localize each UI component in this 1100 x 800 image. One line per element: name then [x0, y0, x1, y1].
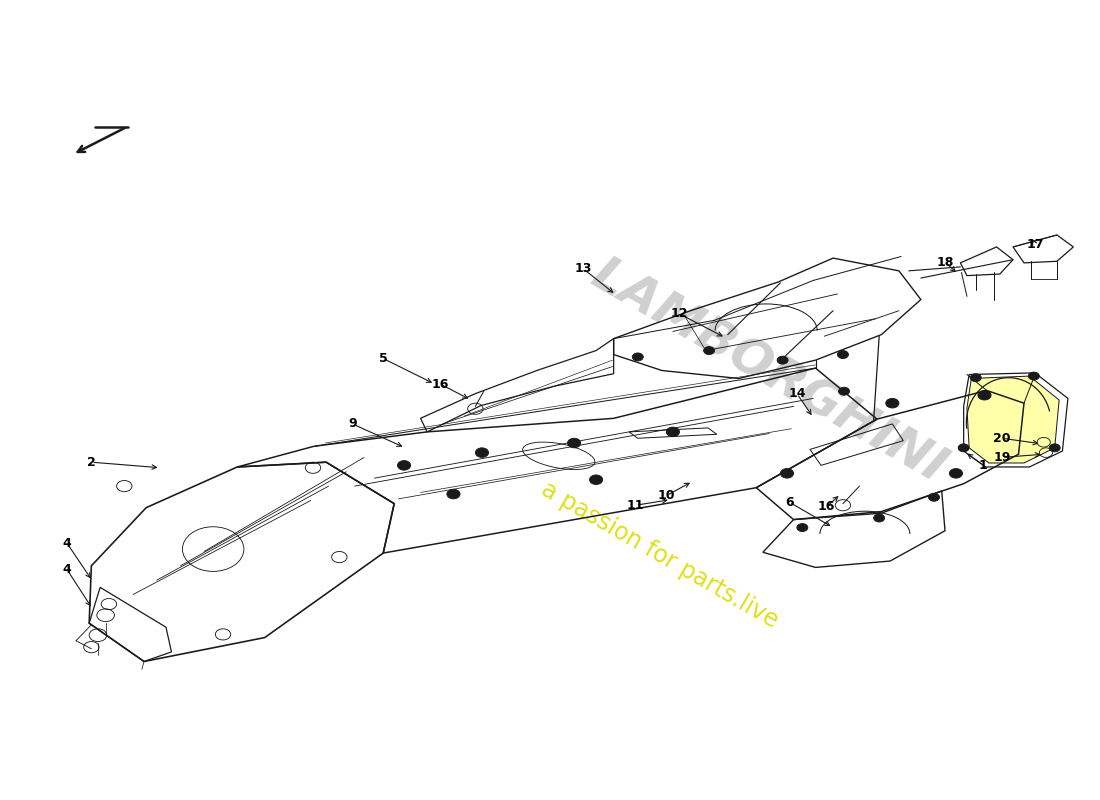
Circle shape: [632, 353, 644, 361]
Circle shape: [1028, 372, 1040, 380]
Polygon shape: [967, 376, 1059, 463]
Text: 16: 16: [817, 500, 835, 514]
Text: 6: 6: [785, 495, 793, 509]
Text: 14: 14: [788, 387, 805, 400]
Text: 9: 9: [349, 418, 356, 430]
Circle shape: [838, 387, 849, 395]
Text: 2: 2: [87, 456, 96, 469]
Circle shape: [1049, 444, 1060, 452]
Text: 17: 17: [1026, 238, 1044, 251]
Text: 16: 16: [431, 378, 449, 390]
Text: 13: 13: [574, 262, 592, 275]
Text: 5: 5: [378, 352, 387, 365]
Circle shape: [837, 350, 848, 358]
Text: LAMBORGHINI: LAMBORGHINI: [584, 251, 955, 494]
Text: 1: 1: [979, 459, 988, 472]
Circle shape: [958, 444, 969, 452]
Text: 19: 19: [993, 451, 1011, 464]
Circle shape: [780, 469, 793, 478]
Circle shape: [568, 438, 581, 448]
Text: 4: 4: [63, 537, 72, 550]
Circle shape: [475, 448, 488, 458]
Circle shape: [928, 494, 939, 502]
Circle shape: [667, 427, 680, 437]
Circle shape: [873, 514, 884, 522]
Text: 4: 4: [63, 563, 72, 576]
Circle shape: [447, 490, 460, 499]
Circle shape: [777, 356, 788, 364]
Text: 11: 11: [627, 498, 645, 512]
Text: 10: 10: [658, 489, 675, 502]
Circle shape: [590, 475, 603, 485]
Circle shape: [978, 390, 991, 400]
Text: a passion for parts.live: a passion for parts.live: [537, 478, 782, 634]
Circle shape: [970, 374, 981, 382]
Circle shape: [796, 523, 807, 531]
Text: 12: 12: [671, 307, 689, 321]
Text: 20: 20: [993, 432, 1011, 445]
Circle shape: [949, 469, 962, 478]
Text: 18: 18: [936, 255, 954, 269]
Circle shape: [704, 346, 715, 354]
Circle shape: [886, 398, 899, 408]
Circle shape: [397, 461, 410, 470]
